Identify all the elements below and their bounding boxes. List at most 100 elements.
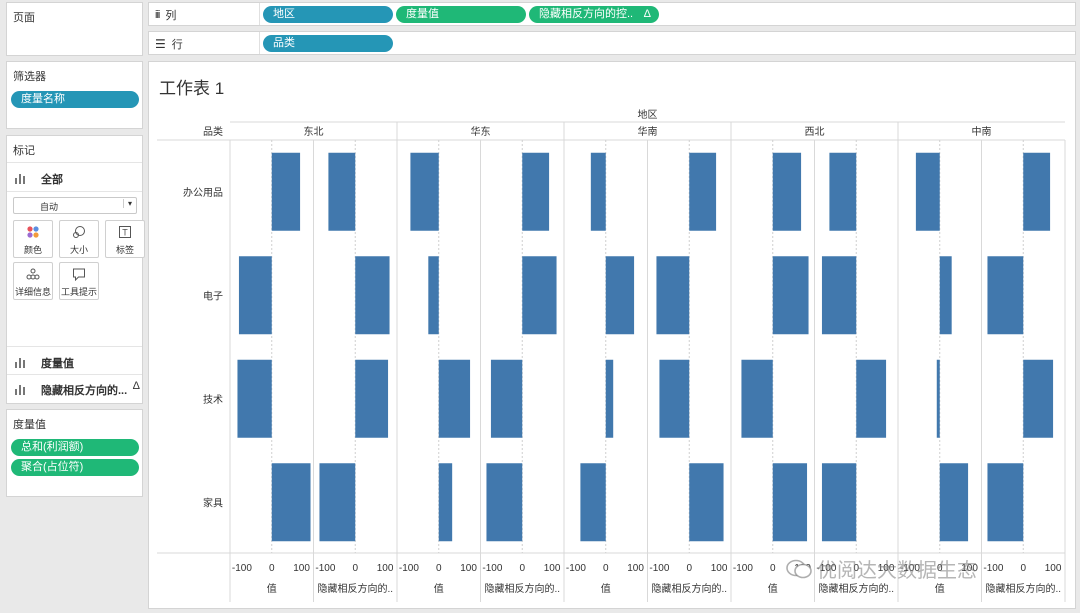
axis-title: 隐藏相反方向的.. [317, 582, 393, 595]
bar [856, 359, 887, 438]
tick-label: 0 [352, 563, 358, 574]
tick-label: 100 [1045, 563, 1062, 574]
bar-chart-icon [15, 358, 27, 368]
tick-label: -100 [900, 563, 920, 574]
axis-title: 隐藏相反方向的.. [985, 582, 1061, 595]
bar-chart-icon [19, 201, 31, 211]
tick-label: 100 [627, 563, 644, 574]
category-label: 家具 [203, 496, 223, 509]
region-label: 中南 [972, 125, 992, 138]
label-icon: T [106, 225, 144, 243]
tick-label: -100 [983, 563, 1003, 574]
measure-pill-placeholder[interactable]: 聚合(占位符) [11, 459, 139, 476]
axis-title: 值 [601, 582, 611, 595]
measure-values-card[interactable]: 度量值 总和(利润额) 聚合(占位符) [6, 409, 143, 497]
tick-label: 0 [686, 563, 692, 574]
bar [821, 256, 857, 335]
bar [237, 359, 272, 438]
bar [829, 152, 857, 231]
rows-pill-category[interactable]: 品类 [263, 35, 393, 52]
bar [772, 152, 802, 231]
tick-label: 0 [603, 563, 609, 574]
tick-label: 100 [293, 563, 310, 574]
bar [689, 463, 724, 542]
columns-shelf[interactable]: iii 列 地区 度量值 隐藏相反方向的控.. Δ [148, 2, 1076, 26]
tooltip-card-label: 工具提示 [60, 287, 97, 297]
chevron-down-icon: ▾ [122, 199, 132, 208]
tooltip-icon [60, 267, 98, 285]
marks-all-label: 全部 [41, 174, 63, 186]
pages-card[interactable]: 页面 [6, 2, 143, 56]
tick-label: 100 [961, 563, 978, 574]
bar [428, 256, 439, 335]
detail-card-label: 详细信息 [14, 287, 51, 297]
bar [1023, 359, 1054, 438]
bar [821, 463, 857, 542]
bar [987, 463, 1024, 542]
tick-label: 0 [853, 563, 859, 574]
tick-label: 100 [544, 563, 561, 574]
bar [355, 256, 390, 335]
bar [987, 256, 1024, 335]
axis-title: 隐藏相反方向的.. [484, 582, 560, 595]
color-card[interactable]: 颜色 [13, 220, 53, 258]
region-label: 华南 [638, 125, 658, 138]
marks-layer-label: 度量值 [41, 358, 74, 370]
size-card[interactable]: 大小 [59, 220, 99, 258]
bar [355, 359, 389, 438]
bar [656, 256, 690, 335]
bar [605, 359, 614, 438]
axis-title: 值 [434, 582, 444, 595]
tick-label: -100 [482, 563, 502, 574]
bar [939, 463, 969, 542]
bar [659, 359, 690, 438]
bar [438, 359, 471, 438]
bar [689, 152, 717, 231]
columns-pill-measure-values[interactable]: 度量值 [396, 6, 526, 23]
axis-title: 隐藏相反方向的.. [818, 582, 894, 595]
warning-delta-icon: Δ [643, 8, 651, 20]
bar [319, 463, 356, 542]
tick-label: -100 [649, 563, 669, 574]
bar [271, 152, 301, 231]
marks-all-tab[interactable]: 全部 [15, 171, 63, 187]
bar [936, 359, 940, 438]
tick-label: 0 [436, 563, 442, 574]
marks-layer-hide-opposite[interactable]: 隐藏相反方向的... Δ [15, 380, 140, 398]
label-card[interactable]: T 标签 [105, 220, 145, 258]
region-label: 东北 [304, 125, 324, 138]
tick-label: -100 [232, 563, 252, 574]
marks-layer-measure-values[interactable]: 度量值 [15, 355, 74, 371]
filters-card[interactable]: 筛选器 度量名称 [6, 61, 143, 129]
tooltip-card[interactable]: 工具提示 [59, 262, 99, 300]
color-dots-icon [14, 225, 52, 243]
marks-card: 标记 全部 自动 ▾ 颜色 大小 T 标签 详细信息 工具提示 度量值 隐藏相反… [6, 135, 145, 404]
bar [238, 256, 272, 335]
columns-pill-hide-opposite[interactable]: 隐藏相反方向的控.. Δ [529, 6, 659, 23]
columns-pill-hide-opposite-label: 隐藏相反方向的控.. [539, 8, 634, 20]
mark-type-dropdown[interactable]: 自动 ▾ [13, 197, 137, 214]
mark-type-value: 自动 [40, 202, 59, 212]
rows-shelf[interactable]: ☰ 行 品类 [148, 31, 1076, 55]
pages-title: 页面 [13, 12, 35, 24]
axis-title: 值 [768, 582, 778, 595]
bar [522, 256, 557, 335]
worksheet: 工作表 1 地区 品类 东北 华东 华南 西北 中南 办公用品 电子 技术 家具 -100 0 100 值 -… [148, 61, 1076, 609]
watermark-text: 优阅达大数据生态 [817, 560, 977, 582]
bar [410, 152, 439, 231]
filter-pill-measure-names[interactable]: 度量名称 [11, 91, 139, 108]
bar [522, 152, 550, 231]
tick-label: -100 [733, 563, 753, 574]
bar [772, 463, 808, 542]
measure-pill-profit[interactable]: 总和(利润额) [11, 439, 139, 456]
columns-pill-region[interactable]: 地区 [263, 6, 393, 23]
sheet-title: 工作表 1 [159, 79, 225, 98]
bar [328, 152, 356, 231]
detail-card[interactable]: 详细信息 [13, 262, 53, 300]
tick-label: 100 [377, 563, 394, 574]
label-card-label: 标签 [115, 245, 134, 255]
marks-layer-label: 隐藏相反方向的... [41, 385, 128, 397]
bar [605, 256, 635, 335]
tick-label: 100 [460, 563, 477, 574]
